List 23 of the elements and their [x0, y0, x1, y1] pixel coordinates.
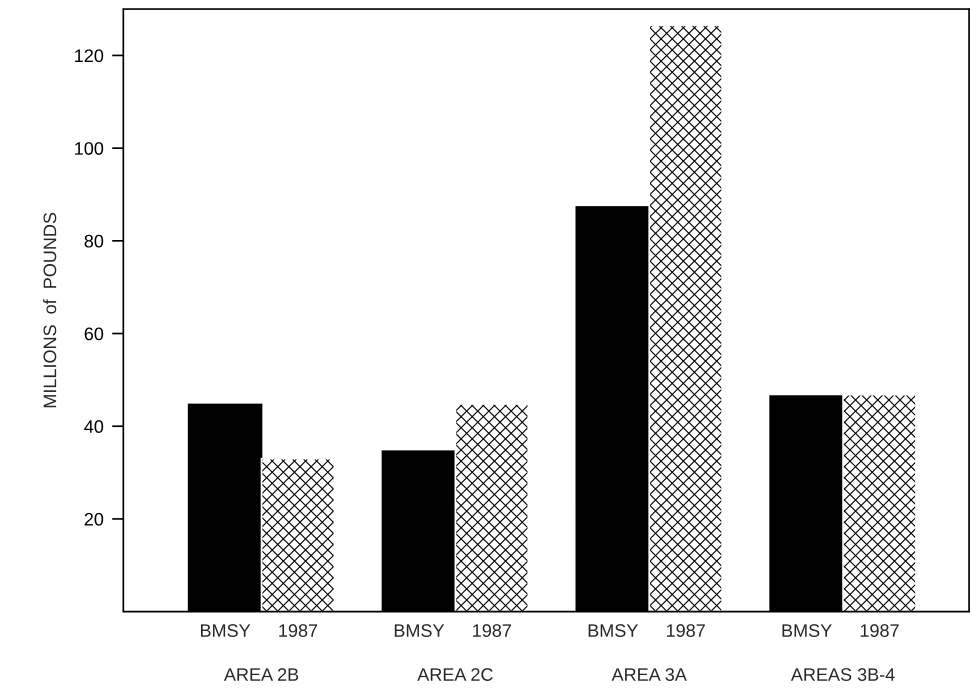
- text: 1987: [860, 624, 899, 637]
- y-tick-label: 120: [75, 49, 104, 62]
- x-tick-label: AREA 3A: [612, 668, 687, 681]
- series-label: BMSY: [200, 624, 250, 637]
- x-tick-label: AREA 2B: [224, 668, 298, 681]
- y-axis-title: MILLIONS of POUNDS: [43, 212, 56, 408]
- y-tick-label: 40: [84, 420, 104, 433]
- bar: [842, 394, 917, 612]
- x-tick-label: AREA 2C: [417, 668, 493, 681]
- bar: [454, 403, 530, 612]
- y-tick-label: 100: [75, 142, 104, 155]
- text: BMSY: [394, 624, 444, 637]
- text: BMSY: [782, 624, 832, 637]
- text: 1987: [666, 624, 705, 637]
- text: 1987: [473, 624, 511, 637]
- y-tick-label: 80: [84, 234, 104, 248]
- x-tick-label: AREAS 3B-4: [790, 668, 895, 681]
- bar: [648, 24, 723, 612]
- bar: [260, 458, 336, 612]
- y-tick-label: 20: [84, 512, 104, 526]
- y-tick-label: 60: [84, 327, 104, 340]
- text: BMSY: [588, 624, 638, 637]
- series-label: 1987: [279, 624, 318, 637]
